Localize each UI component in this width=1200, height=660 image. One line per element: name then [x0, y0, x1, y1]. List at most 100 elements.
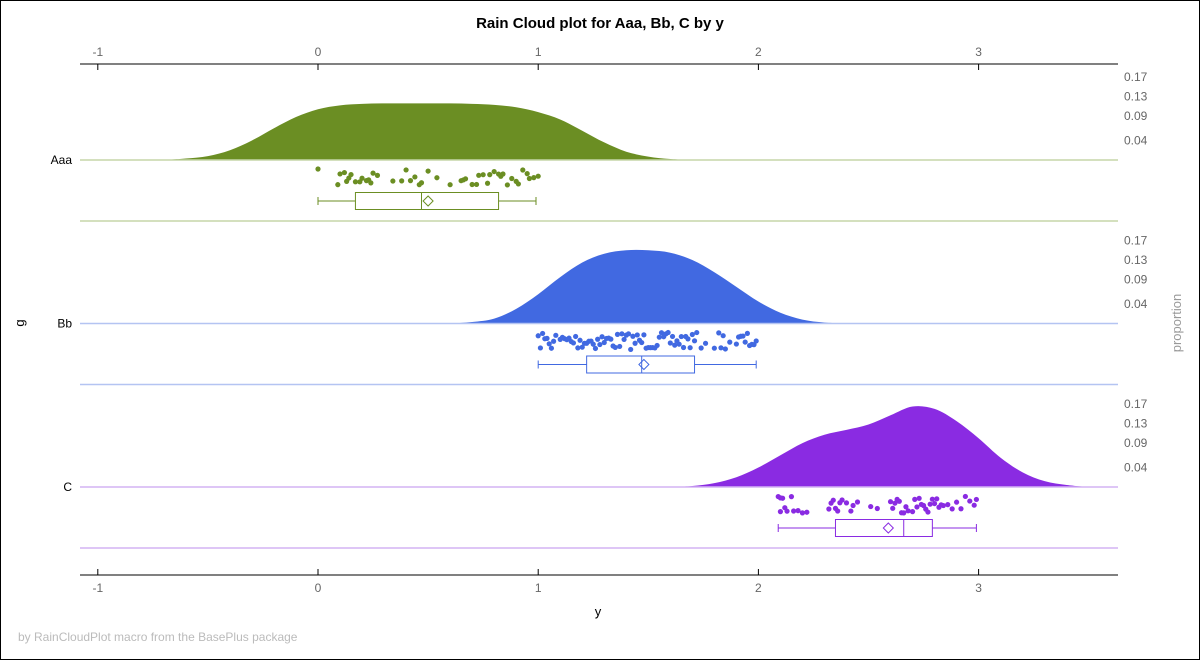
rain-point [407, 178, 414, 184]
top-tick-label: -1 [92, 45, 103, 59]
density-cloud [670, 406, 1089, 487]
rain-point [962, 493, 968, 500]
rain-point [575, 345, 581, 351]
rain-point [929, 496, 935, 502]
rain-point [617, 343, 623, 350]
rain-point [940, 502, 946, 509]
rain-point [656, 334, 662, 340]
y-axis-label: g [12, 319, 27, 326]
density-tick-label: 0.13 [1124, 90, 1148, 104]
rain-point [667, 340, 673, 346]
density-tick-label: 0.04 [1124, 297, 1148, 311]
rain-point [896, 498, 902, 504]
rain-point [619, 331, 625, 337]
rain-point [967, 498, 973, 504]
rain-point [874, 505, 880, 512]
rain-point [733, 341, 739, 347]
bottom-tick-label: 1 [535, 581, 542, 595]
box-mean-diamond [882, 522, 895, 534]
category-label: C [63, 480, 72, 494]
rain-point [718, 345, 724, 351]
rain-point [425, 168, 431, 174]
rain-point [868, 503, 874, 510]
rain-point [687, 345, 693, 351]
rain-point [473, 181, 480, 188]
rain-point [689, 331, 695, 338]
rain-point [524, 171, 530, 177]
rain-point [685, 336, 691, 342]
rain-point [480, 172, 486, 178]
rain-point [887, 499, 894, 505]
rain-point [925, 509, 931, 515]
rain-point [698, 345, 704, 351]
rain-point [892, 500, 898, 506]
rain-point [916, 495, 922, 501]
rain-point [727, 339, 733, 345]
rain-point [573, 333, 579, 340]
rain-point [434, 175, 440, 181]
rain-point [526, 175, 532, 182]
rain-point [621, 336, 627, 343]
rain-point [412, 174, 418, 180]
rain-point [592, 345, 599, 352]
rain-point [469, 181, 475, 188]
x-axis-label: y [595, 604, 602, 619]
rain-point [934, 496, 940, 502]
rain-point [337, 171, 343, 177]
density-tick-label: 0.09 [1124, 436, 1148, 450]
rain-point [579, 344, 585, 350]
rain-point [476, 172, 482, 178]
rain-point [390, 178, 396, 184]
rain-point [784, 508, 790, 514]
rain-point [676, 341, 682, 347]
rain-point [491, 168, 497, 175]
bottom-tick-label: 3 [975, 581, 982, 595]
rain-point [740, 333, 746, 339]
rain-point [399, 178, 405, 184]
rain-point [590, 341, 596, 347]
bottom-tick-label: 2 [755, 581, 762, 595]
rain-point [903, 504, 909, 510]
rain-point [601, 339, 607, 346]
rain-point [958, 506, 964, 512]
rain-point [531, 175, 537, 181]
box-mean-diamond [638, 358, 650, 371]
rain-point [777, 509, 784, 515]
density-tick-label: 0.04 [1124, 133, 1148, 147]
rain-point [359, 175, 365, 181]
rain-point [595, 336, 601, 342]
rain-point [691, 338, 698, 344]
rain-point [905, 508, 911, 514]
rain-point [791, 508, 797, 514]
rain-point [720, 333, 726, 339]
rain-point [839, 497, 845, 503]
rain-point [931, 500, 938, 507]
rain-point [504, 182, 510, 188]
top-tick-label: 2 [755, 45, 762, 59]
rain-point [612, 344, 618, 351]
rain-point [722, 346, 728, 352]
rain-point [854, 499, 861, 505]
rain-point [971, 502, 977, 508]
bottom-tick-label: 0 [315, 581, 322, 595]
rain-point [368, 180, 374, 186]
rain-point [641, 332, 647, 338]
rain-point [795, 508, 801, 514]
rain-point [628, 346, 634, 353]
rain-point [716, 330, 722, 336]
density-tick-label: 0.04 [1124, 460, 1148, 474]
rain-point [487, 172, 493, 178]
rain-point [927, 501, 933, 507]
rain-point [634, 332, 640, 338]
rain-point [625, 331, 632, 337]
rain-point [551, 338, 557, 344]
rain-point [403, 167, 409, 173]
rain-point [462, 176, 469, 182]
rain-point [850, 502, 856, 509]
rain-point [341, 169, 348, 176]
density-tick-label: 0.17 [1124, 70, 1148, 84]
rain-point [835, 508, 841, 514]
rain-point [672, 342, 678, 348]
rain-point [658, 330, 665, 336]
